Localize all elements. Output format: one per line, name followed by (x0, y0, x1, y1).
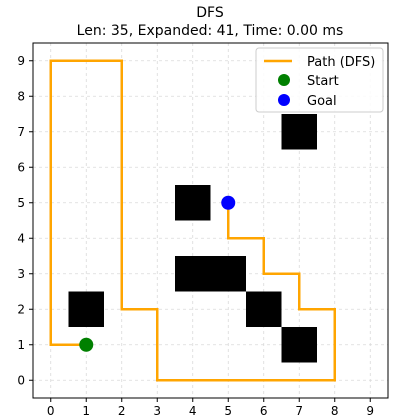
obstacle-cell (68, 291, 104, 327)
x-tick-label: 0 (47, 404, 55, 418)
point-markers (79, 195, 236, 352)
obstacle-cell (210, 256, 246, 292)
legend-goal-swatch (278, 94, 290, 106)
x-tick-label: 9 (366, 404, 374, 418)
x-tick-label: 7 (295, 404, 303, 418)
legend-start-swatch (278, 74, 290, 86)
y-axis: 0 1 2 3 4 5 6 7 8 9 (17, 54, 33, 387)
x-tick-label: 2 (118, 404, 126, 418)
y-tick-label: 2 (17, 302, 25, 316)
obstacle-cell (175, 185, 211, 221)
chart-subtitle: Len: 35, Expanded: 41, Time: 0.00 ms (77, 23, 344, 39)
x-tick-label: 1 (82, 404, 90, 418)
x-tick-label: 8 (331, 404, 339, 418)
goal-marker (221, 195, 236, 210)
legend: Path (DFS) Start Goal (255, 47, 384, 113)
legend-start-label: Start (307, 74, 339, 89)
start-marker (79, 337, 94, 352)
obstacle-cell (246, 291, 282, 327)
x-tick-label: 5 (224, 404, 232, 418)
y-tick-label: 9 (17, 54, 25, 68)
x-tick-label: 3 (153, 404, 161, 418)
x-tick-label: 6 (260, 404, 268, 418)
y-tick-label: 1 (17, 338, 25, 352)
y-tick-label: 4 (17, 231, 25, 245)
chart-title: DFS (196, 5, 224, 21)
obstacle-cells (68, 114, 317, 363)
legend-path-label: Path (DFS) (307, 55, 375, 70)
legend-goal-label: Goal (307, 94, 337, 109)
y-tick-label: 8 (17, 89, 25, 103)
y-tick-label: 3 (17, 267, 25, 281)
obstacle-cell (175, 256, 211, 292)
y-tick-label: 0 (17, 373, 25, 387)
path-series (49, 59, 336, 382)
y-tick-label: 7 (17, 125, 25, 139)
obstacle-cell (281, 327, 317, 363)
x-axis: 0 1 2 3 4 5 6 7 8 9 (47, 398, 374, 418)
y-tick-label: 5 (17, 196, 25, 210)
plot-frame (32, 42, 389, 399)
path-line (49, 59, 336, 382)
x-tick-label: 4 (189, 404, 197, 418)
obstacle-cell (281, 114, 317, 150)
y-tick-label: 6 (17, 160, 25, 174)
